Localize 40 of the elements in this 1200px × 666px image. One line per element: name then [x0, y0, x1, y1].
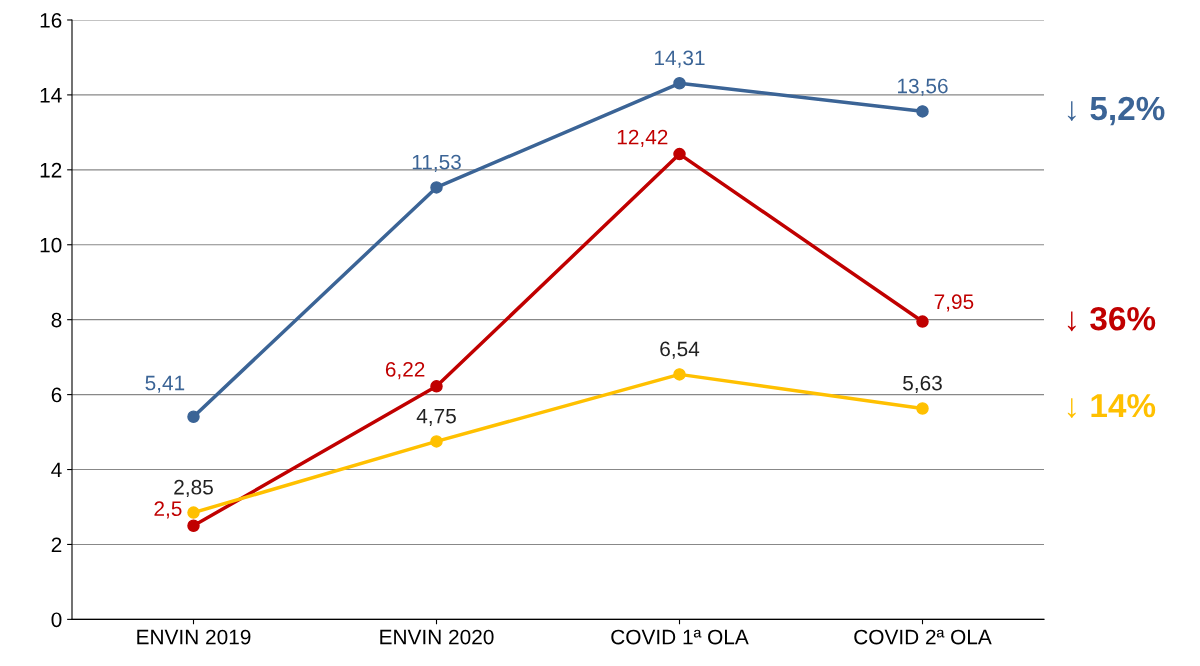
- data-label: 6,22: [385, 361, 425, 380]
- point: [673, 77, 686, 90]
- text: ↓ 5,2%: [1067, 96, 1165, 126]
- data-label: 7,95: [934, 294, 974, 312]
- point: [916, 315, 929, 328]
- y-tick-label: 2: [51, 537, 62, 552]
- x-tick-label: COVID 2ª OLA: [854, 629, 992, 645]
- point: [673, 368, 686, 381]
- data-label: 12,42: [617, 129, 668, 147]
- data-label: 2,85: [174, 479, 213, 498]
- point: [916, 402, 929, 415]
- y-tick-label: 14: [40, 88, 62, 103]
- point: [187, 410, 200, 423]
- point: [430, 380, 443, 393]
- data-label: 2,5: [154, 501, 182, 519]
- y-tick-label: 8: [51, 312, 62, 328]
- point: [430, 435, 443, 448]
- point: [187, 519, 200, 532]
- x-tick-label: ENVIN 2019: [137, 629, 251, 645]
- x-tick-label: COVID 1ª OLA: [611, 629, 749, 645]
- point: [916, 105, 929, 118]
- data-label: 14,31: [655, 50, 705, 68]
- point: [187, 506, 200, 519]
- y-tick-label: 4: [51, 462, 62, 478]
- data-label: 5,41: [145, 375, 185, 393]
- data-label: 6,54: [660, 341, 700, 359]
- text: ↓ 36%: [1067, 306, 1156, 332]
- y-tick-label: 6: [51, 387, 62, 403]
- y-tick-label: 12: [40, 162, 62, 178]
- data-label: 13,56: [898, 78, 948, 96]
- x-tick-label: ENVIN 2020: [380, 629, 494, 645]
- data-label: 4,75: [416, 408, 456, 426]
- text: ↓ 14%: [1067, 393, 1156, 419]
- y-tick-label: 16: [40, 12, 62, 28]
- point: [673, 147, 686, 161]
- point: [430, 181, 443, 194]
- data-label: 5,63: [903, 375, 942, 393]
- y-tick-label: 0: [51, 612, 62, 628]
- data-label: 11,53: [412, 154, 461, 172]
- y-tick-label: 10: [40, 237, 62, 253]
